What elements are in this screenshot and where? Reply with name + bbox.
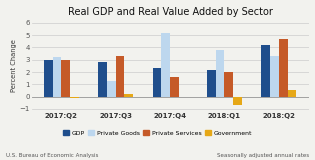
Bar <box>116 56 124 97</box>
Bar <box>270 56 279 97</box>
Text: Seasonally adjusted annual rates: Seasonally adjusted annual rates <box>217 153 309 158</box>
Legend: GDP, Private Goods, Private Services, Government: GDP, Private Goods, Private Services, Go… <box>60 128 255 138</box>
Bar <box>153 68 161 97</box>
Bar <box>61 60 70 97</box>
Bar <box>53 57 61 97</box>
Bar <box>261 45 270 97</box>
Bar <box>279 39 288 97</box>
Bar <box>288 91 296 97</box>
Text: U.S. Bureau of Economic Analysis: U.S. Bureau of Economic Analysis <box>6 153 99 158</box>
Bar <box>44 60 53 97</box>
Bar <box>207 70 216 97</box>
Title: Real GDP and Real Value Added by Sector: Real GDP and Real Value Added by Sector <box>68 7 272 17</box>
Bar <box>70 97 79 98</box>
Bar <box>161 33 170 97</box>
Bar <box>170 77 179 97</box>
Bar <box>233 97 242 105</box>
Bar <box>225 72 233 97</box>
Bar <box>98 62 107 97</box>
Bar <box>107 81 116 97</box>
Y-axis label: Percent Change: Percent Change <box>11 39 17 92</box>
Bar <box>216 50 225 97</box>
Bar <box>124 94 133 97</box>
